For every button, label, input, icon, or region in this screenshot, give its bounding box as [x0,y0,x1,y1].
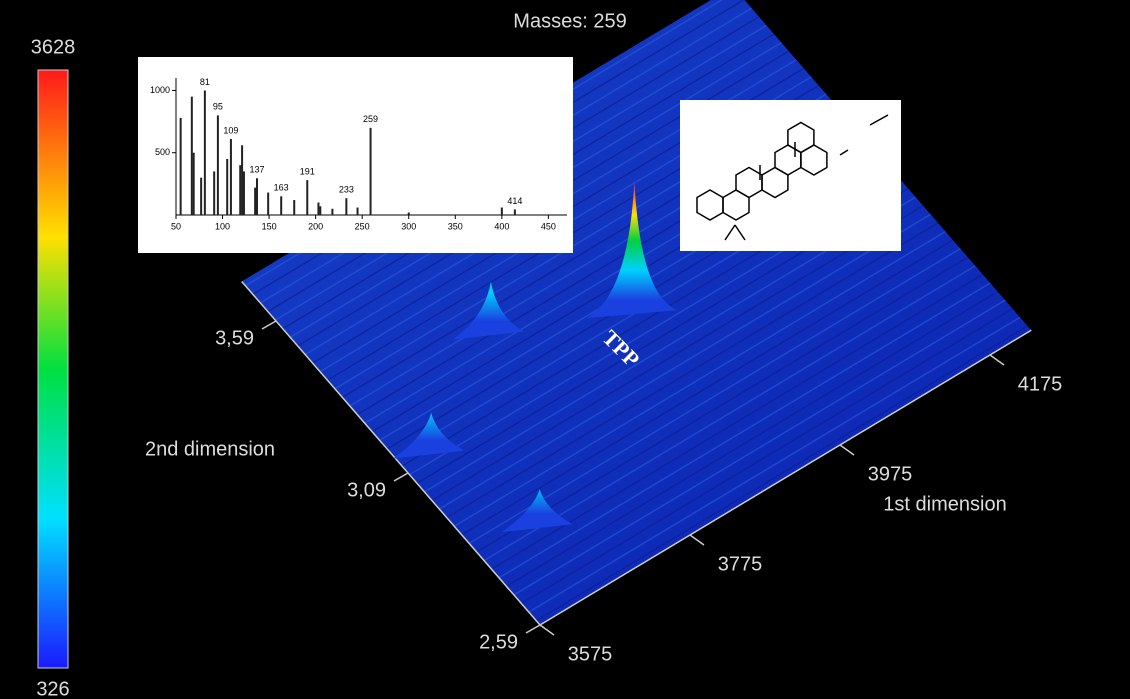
molecule-structure [680,100,901,251]
x-tick-label: 450 [541,221,556,231]
surface-streak [520,308,1013,605]
x-tick-label: 400 [494,221,509,231]
x-tick [989,354,1005,366]
x-tick-label: 4175 [1018,373,1063,395]
surface-streak [476,256,969,553]
x-axis-label: 1st dimension [883,493,1006,515]
surface-streak [461,239,954,536]
x-tick-label: 3775 [718,553,763,575]
surface-streak [431,205,924,502]
colorbar [37,69,69,669]
colorbar-label: 326 [36,678,69,699]
peak-label: 109 [223,125,238,135]
spectrum-panel [138,57,573,253]
bond [724,224,736,241]
x-tick-label: 250 [355,221,370,231]
y-axis-line [241,280,541,626]
y-axis-label: 2nd dimension [145,438,275,460]
surface-streak [528,316,1021,613]
x-tick-label: 50 [171,221,181,231]
surface-streak [491,273,984,570]
surface-streak [498,282,991,579]
y-tick-label: 2,59 [479,631,518,653]
x-tick [689,534,705,546]
peak [501,489,573,533]
x-tick-label: 350 [448,221,463,231]
colorbar-label: 3628 [31,36,76,58]
peak [586,181,678,319]
y-tick-label: 3,09 [347,479,386,501]
surface-streak [468,248,961,545]
bond [839,149,849,156]
x-tick-label: 3575 [568,643,613,665]
x-tick-label: 3975 [868,463,913,485]
x-axis-line [539,329,1032,626]
structure-panel [680,100,901,251]
mass-spectrum: 50 100 150 200 250 300 350 400 450 500 1000 81 95 109… [138,57,573,253]
surface-streak [506,290,999,587]
peak-label: 137 [249,165,264,175]
peak-label: 259 [363,114,378,124]
y-tick [393,472,409,482]
peak-label: 81 [200,77,210,87]
y-tick-label: 1000 [150,85,170,95]
peak-label: 191 [300,167,315,177]
bond [869,114,889,126]
peak [452,281,524,340]
peak-label: 414 [507,196,522,206]
ring [787,121,815,154]
x-tick [539,624,555,636]
peak [393,412,465,459]
surface-streak [483,265,976,562]
surface-streak [535,325,1028,622]
surface-streak [513,299,1006,596]
y-tick-label: 500 [155,147,170,157]
surface-streak [446,222,939,519]
x-tick [839,444,855,456]
x-tick-label: 150 [262,221,277,231]
x-tick-label: 100 [215,221,230,231]
x-tick-label: 300 [401,221,416,231]
surface-streak [453,230,946,527]
chart-title: Masses: 259 [513,10,626,32]
y-tick-label: 3,59 [215,327,254,349]
y-tick [261,320,277,330]
y-tick [525,624,541,634]
peak-label: 163 [274,183,289,193]
bond [734,224,746,241]
peak-label: 233 [339,185,354,195]
surface-streak [438,213,931,510]
peak-label: 95 [213,102,223,112]
x-tick-label: 200 [308,221,323,231]
